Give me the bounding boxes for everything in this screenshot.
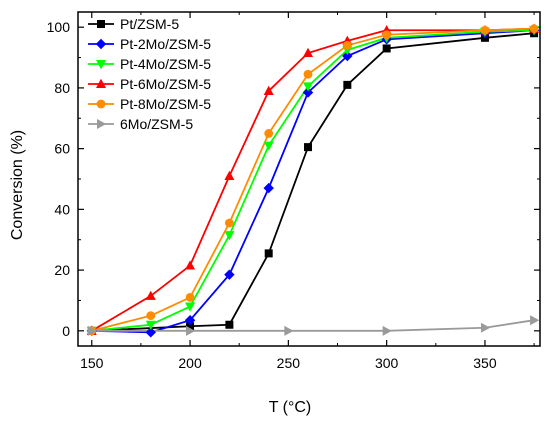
- data-point-pt-8mo-zsm-5: [342, 41, 352, 50]
- data-point-pt-8mo-zsm-5: [529, 24, 539, 34]
- y-tick-label: 20: [54, 262, 70, 278]
- data-point-pt-8mo-zsm-5: [382, 30, 392, 40]
- data-point-pt-zsm-5: [186, 322, 195, 331]
- x-tick-label: 200: [178, 355, 202, 371]
- data-point-pt-4mo-zsm-5: [224, 231, 235, 241]
- x-tick-label: 150: [80, 355, 104, 371]
- series-line-pt-6mo-zsm-5: [91, 27, 535, 332]
- x-axis-label: T (°C): [269, 399, 312, 416]
- data-point-pt-4mo-zsm-5: [185, 302, 196, 312]
- legend-marker-pt-zsm-5: [97, 20, 105, 28]
- legend-label: Pt-4Mo/ZSM-5: [120, 56, 211, 72]
- x-tick-label: 350: [473, 355, 497, 371]
- data-point-pt-8mo-zsm-5: [224, 218, 234, 228]
- data-point-pt-2mo-zsm-5: [224, 269, 235, 280]
- series-line-6mo-zsm-5: [91, 319, 535, 332]
- legend-label: Pt-2Mo/ZSM-5: [120, 36, 211, 52]
- legend-marker-6mo-zsm-5: [97, 119, 107, 129]
- series-markers-layer: [86, 23, 540, 338]
- data-point-pt-6mo-zsm-5: [263, 85, 274, 95]
- data-point-pt-8mo-zsm-5: [146, 311, 156, 321]
- data-point-pt-2mo-zsm-5: [342, 50, 353, 62]
- legend-marker-pt-6mo-zsm-5: [96, 78, 106, 88]
- legend: Pt/ZSM-5 Pt-2Mo/ZSM-5 Pt-4Mo/ZSM-5 Pt-6Mo/Z…: [88, 16, 211, 132]
- data-point-pt-6mo-zsm-5: [185, 260, 196, 270]
- axes-layer: 150 200 250 300 350 0 20 40 60 80 100: [47, 11, 541, 371]
- data-point-pt-2mo-zsm-5: [302, 87, 314, 98]
- y-tick-label: 40: [54, 201, 70, 217]
- series-line-pt-8mo-zsm-5: [91, 27, 535, 332]
- data-point-6mo-zsm-5: [382, 325, 392, 336]
- data-point-pt-4mo-zsm-5: [303, 82, 314, 92]
- data-point-6mo-zsm-5: [480, 322, 491, 333]
- series-line-pt-4mo-zsm-5: [91, 29, 535, 332]
- y-tick-label: 80: [54, 80, 70, 96]
- x-tick-label: 250: [277, 355, 301, 371]
- data-point-pt-zsm-5: [264, 249, 273, 258]
- data-point-pt-8mo-zsm-5: [303, 69, 313, 79]
- data-point-pt-zsm-5: [343, 80, 352, 89]
- series-line-pt-2mo-zsm-5: [91, 29, 535, 334]
- legend-marker-pt-2mo-zsm-5: [95, 38, 107, 50]
- data-point-6mo-zsm-5: [186, 325, 196, 336]
- y-tick-label: 60: [54, 141, 70, 157]
- data-point-pt-8mo-zsm-5: [264, 129, 274, 138]
- data-point-pt-2mo-zsm-5: [184, 314, 196, 326]
- legend-label: 6Mo/ZSM-5: [120, 116, 193, 132]
- data-point-pt-4mo-zsm-5: [263, 141, 274, 151]
- data-point-pt-6mo-zsm-5: [224, 170, 235, 180]
- legend-marker-pt-8mo-zsm-5: [96, 99, 106, 109]
- y-tick-label: 100: [47, 19, 71, 35]
- x-tick-label: 300: [375, 355, 399, 371]
- data-point-6mo-zsm-5: [87, 325, 97, 336]
- data-point-6mo-zsm-5: [530, 315, 540, 326]
- legend-label: Pt/ZSM-5: [120, 16, 179, 32]
- y-tick-label: 0: [62, 323, 70, 339]
- data-point-pt-zsm-5: [382, 44, 391, 53]
- legend-label: Pt-6Mo/ZSM-5: [120, 76, 211, 92]
- y-axis-label: Conversion (%): [9, 130, 26, 240]
- data-point-pt-2mo-zsm-5: [263, 182, 274, 194]
- legend-marker-pt-4mo-zsm-5: [96, 60, 106, 70]
- data-point-6mo-zsm-5: [284, 325, 294, 336]
- series-lines-layer: [91, 27, 535, 334]
- data-point-pt-8mo-zsm-5: [480, 25, 490, 35]
- data-point-pt-2mo-zsm-5: [145, 327, 156, 338]
- data-point-pt-zsm-5: [304, 143, 313, 152]
- data-point-pt-6mo-zsm-5: [303, 47, 314, 57]
- legend-label: Pt-8Mo/ZSM-5: [120, 96, 211, 112]
- data-point-pt-6mo-zsm-5: [145, 290, 156, 300]
- data-point-pt-4mo-zsm-5: [145, 320, 156, 330]
- data-point-pt-8mo-zsm-5: [185, 293, 195, 302]
- data-point-pt-zsm-5: [225, 320, 234, 329]
